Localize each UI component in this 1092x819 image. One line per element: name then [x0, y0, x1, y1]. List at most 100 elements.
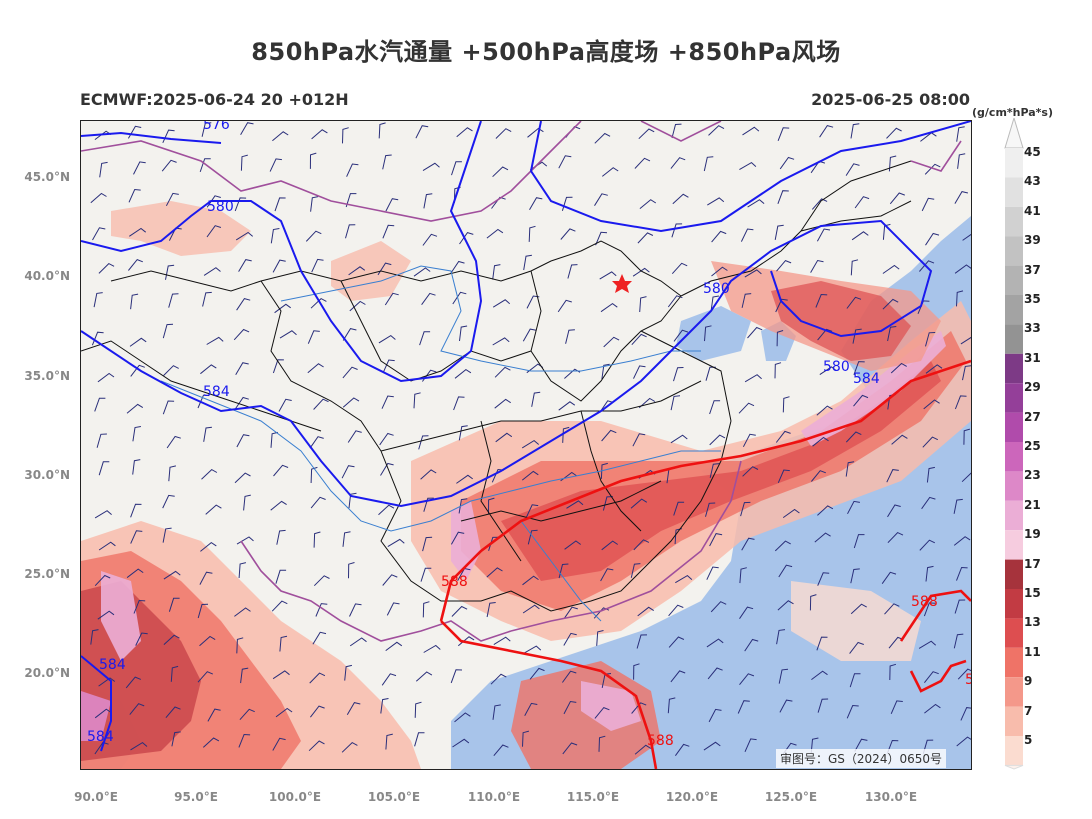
map-panel[interactable]: 576 580 580 580 584 584 584 584 588 588 … — [80, 120, 972, 770]
wind-barb — [312, 631, 327, 645]
wind-barb — [777, 127, 790, 141]
wind-barb — [709, 463, 720, 478]
wind-barb — [130, 364, 145, 377]
contour-label-588c: 588 — [647, 733, 674, 749]
wind-barb — [633, 539, 650, 551]
colorbar-swatch — [1005, 383, 1023, 413]
wind-barb — [272, 359, 284, 374]
wind-barb — [742, 466, 759, 477]
wind-barb — [275, 707, 293, 718]
wind-barb — [491, 196, 506, 209]
wind-barb — [420, 567, 432, 582]
wind-barb — [492, 166, 509, 178]
wind-barb — [774, 362, 782, 379]
wind-barb — [235, 362, 249, 376]
wind-barb — [202, 737, 220, 748]
wind-barb — [522, 604, 540, 614]
wind-barb — [846, 704, 859, 719]
wind-barb — [603, 336, 620, 348]
wind-barb — [454, 712, 471, 723]
wind-barb — [492, 337, 510, 346]
wind-barb — [705, 502, 716, 517]
wind-barb — [672, 193, 689, 205]
wind-barb — [850, 568, 860, 584]
wind-barb — [561, 670, 577, 683]
wind-barb — [98, 677, 116, 687]
wind-barb — [130, 530, 143, 544]
wind-barb — [889, 192, 905, 205]
wind-barb — [737, 700, 750, 714]
colorbar-label: 17 — [1024, 556, 1041, 571]
wind-barb — [953, 498, 963, 514]
wind-barb — [97, 610, 115, 620]
lon-label-95: 95.0°E — [174, 790, 218, 804]
wind-barb — [307, 363, 324, 374]
moisture-flux-shading — [81, 201, 971, 769]
lon-label-120: 120.0°E — [665, 790, 719, 804]
wind-barb — [202, 291, 212, 307]
wind-barb — [637, 606, 654, 617]
contour-label-580c: 580 — [823, 359, 850, 375]
province-boundaries — [81, 160, 912, 612]
height-contours-blue — [81, 121, 971, 752]
wind-barb — [632, 433, 646, 447]
wind-barb — [206, 225, 222, 238]
wind-barb — [961, 472, 971, 483]
colorbar-label: 7 — [1024, 703, 1033, 718]
wind-barb — [819, 125, 834, 138]
colorbar-label: 13 — [1024, 615, 1041, 630]
wind-barb — [850, 123, 860, 139]
wind-barb — [171, 731, 181, 747]
wind-barb — [740, 228, 754, 242]
wind-barb — [492, 264, 501, 280]
wind-barb — [170, 665, 179, 682]
wind-barb — [956, 126, 965, 142]
wind-barb — [313, 398, 329, 410]
wind-barb — [924, 671, 939, 684]
wind-barb — [782, 396, 790, 413]
wind-barb — [236, 298, 251, 311]
wind-barb — [634, 157, 651, 169]
wind-barb — [345, 224, 356, 239]
chart-title: 850hPa水汽通量 +500hPa高度场 +850hPa风场 — [251, 38, 841, 66]
wind-barb — [162, 400, 175, 415]
colorbar-swatch — [1005, 677, 1023, 707]
wind-barb — [673, 329, 689, 342]
wind-barb — [594, 707, 610, 719]
wind-barb — [671, 262, 688, 275]
colorbar-swatch — [1005, 442, 1023, 472]
wind-barb — [707, 667, 723, 680]
wind-barb — [168, 465, 177, 482]
colorbar-swatch — [1005, 618, 1023, 648]
colorbar-swatch — [1005, 559, 1023, 589]
wind-barb — [275, 569, 287, 584]
wind-barb — [162, 129, 175, 144]
wind-barb — [421, 292, 436, 305]
wind-barb — [272, 131, 289, 142]
wind-barb — [816, 228, 831, 242]
colorbar-swatch — [1005, 736, 1023, 766]
wind-barb — [814, 532, 831, 543]
wind-barb — [125, 676, 141, 689]
lat-label-25: 25.0°N — [24, 567, 70, 581]
lon-label-105: 105.0°E — [367, 790, 421, 804]
wind-barb — [310, 466, 318, 484]
wind-barb — [638, 128, 655, 140]
wind-barb — [595, 231, 608, 246]
wind-barb — [99, 161, 108, 178]
wind-barb — [199, 571, 213, 585]
colorbar-label: 5 — [1024, 733, 1033, 747]
wind-barb — [523, 254, 532, 271]
wind-barb — [775, 298, 788, 313]
wind-barb — [270, 228, 280, 244]
wind-barb — [349, 637, 367, 647]
wind-barb — [133, 161, 146, 175]
wind-barb — [600, 462, 608, 479]
wind-barb — [381, 395, 394, 409]
wind-barb — [671, 123, 682, 139]
wind-barb — [385, 641, 403, 652]
wind-barb — [673, 501, 685, 516]
wind-barb — [452, 291, 467, 305]
wind-barb — [777, 469, 790, 483]
wind-barb — [887, 531, 904, 544]
